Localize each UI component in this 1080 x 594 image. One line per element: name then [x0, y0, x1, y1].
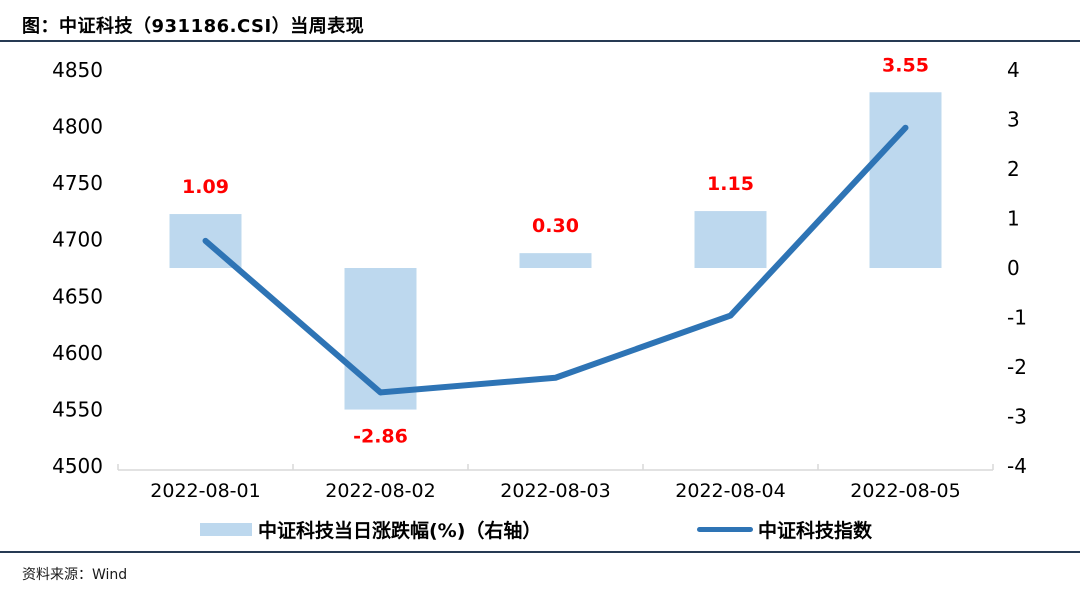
legend-label-line: 中证科技指数	[758, 519, 873, 542]
bar-value-label: 3.55	[882, 54, 929, 76]
footer-divider	[0, 551, 1080, 553]
right-axis-tick-label: 3	[1007, 108, 1020, 132]
bar-series-swatch	[200, 522, 252, 536]
right-axis-tick-label: 0	[1007, 256, 1020, 280]
right-axis-tick-label: -3	[1007, 405, 1027, 429]
bar-2022-08-04	[694, 211, 767, 268]
left-axis-tick-label: 4600	[52, 341, 103, 365]
bar-value-label: -2.86	[353, 426, 408, 448]
bar-2022-08-03	[519, 253, 592, 268]
legend-label-bar: 中证科技当日涨跌幅(%)（右轴）	[258, 519, 542, 542]
right-axis-tick-label: -2	[1007, 355, 1027, 379]
bar-value-label: 1.15	[707, 173, 754, 195]
title-divider	[0, 40, 1080, 42]
left-axis-tick-label: 4550	[52, 397, 103, 421]
right-axis-tick-label: 4	[1007, 58, 1020, 82]
x-axis-category-label: 2022-08-05	[850, 480, 960, 502]
combo-chart: 4850 4800 4750 4700 4650 4600 4550 4500 4 3 2 1 0 -1 -…	[52, 54, 1027, 502]
left-axis-tick-label: 4800	[52, 115, 103, 139]
x-axis-category-label: 2022-08-04	[675, 480, 785, 502]
x-axis-category-label: 2022-08-03	[500, 480, 610, 502]
left-axis-tick-label: 4850	[52, 58, 103, 82]
right-axis-tick-label: -4	[1007, 454, 1027, 478]
bar-2022-08-02	[344, 268, 417, 410]
right-axis-tick-label: 2	[1007, 157, 1020, 181]
left-axis-tick-label: 4700	[52, 228, 103, 252]
line-series-swatch	[697, 526, 753, 532]
right-axis-tick-label: 1	[1007, 207, 1020, 231]
bar-value-label: 1.09	[182, 176, 229, 198]
bar-value-label: 0.30	[532, 215, 579, 237]
left-axis-tick-label: 4650	[52, 284, 103, 308]
legend-item-bar: 中证科技当日涨跌幅(%)（右轴）	[200, 516, 541, 542]
left-axis-tick-label: 4500	[52, 454, 103, 478]
left-axis-tick-label: 4750	[52, 171, 103, 195]
bar-2022-08-05	[869, 92, 942, 269]
data-source: 资料来源：Wind	[22, 567, 128, 583]
x-axis-category-label: 2022-08-02	[325, 480, 435, 502]
index-line	[202, 124, 909, 396]
right-axis-tick-label: -1	[1007, 306, 1027, 330]
x-axis-category-label: 2022-08-01	[150, 480, 260, 502]
chart-title: 图：中证科技（931186.CSI）当周表现	[22, 16, 365, 37]
legend-item-line: 中证科技指数	[697, 516, 872, 542]
